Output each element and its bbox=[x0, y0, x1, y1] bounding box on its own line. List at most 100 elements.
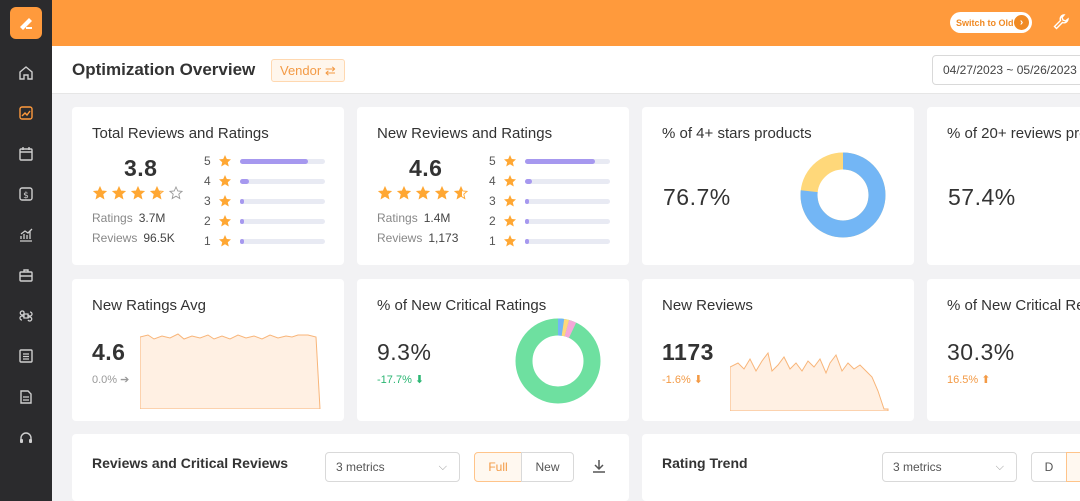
ratings-stat: Ratings 1.4M bbox=[377, 211, 450, 225]
new-critical-reviews-value: 30.3% bbox=[947, 339, 1015, 365]
top-bar: Switch to Old › bbox=[52, 0, 1080, 46]
four-star-value: 76.7% bbox=[663, 184, 731, 210]
date-range-picker[interactable]: 04/27/2023 ~ 05/26/2023 bbox=[932, 55, 1080, 85]
rating-bar-fill bbox=[240, 218, 244, 224]
rating-distribution: 5 4 3 2 1 bbox=[204, 151, 325, 251]
rating-bar-fill bbox=[240, 198, 244, 204]
document-icon[interactable] bbox=[16, 387, 36, 407]
trend-chart-icon[interactable] bbox=[16, 225, 36, 245]
ratings-label: Ratings bbox=[377, 211, 418, 225]
rating-row: 2 bbox=[489, 211, 610, 231]
star-icon bbox=[219, 155, 231, 167]
day-toggle-button[interactable]: D bbox=[1031, 452, 1067, 482]
star-icon bbox=[169, 186, 183, 200]
switch-to-old-label: Switch to Old bbox=[956, 17, 1014, 28]
rating-bar-track bbox=[240, 178, 325, 184]
chevron-down-icon: ⌵ bbox=[995, 461, 1004, 473]
rating-row-star-number: 3 bbox=[489, 194, 496, 208]
star-icon bbox=[219, 235, 231, 247]
command-icon[interactable] bbox=[16, 306, 36, 326]
panel-title: Rating Trend bbox=[662, 455, 748, 471]
donut-segment-blue bbox=[515, 318, 601, 404]
rating-bar-fill bbox=[240, 178, 249, 184]
new-ratings-avg-value: 4.6 bbox=[92, 339, 126, 365]
star-icon bbox=[219, 175, 231, 187]
list-icon[interactable] bbox=[16, 346, 36, 366]
reviews-value: 96.5K bbox=[143, 231, 175, 245]
rating-row: 1 bbox=[204, 231, 325, 251]
twenty-reviews-card: % of 20+ reviews products 57.4% bbox=[927, 107, 1080, 265]
new-ratings-avg-card: New Ratings Avg 4.6 0.0% ➔ bbox=[72, 279, 344, 421]
svg-text:$: $ bbox=[23, 191, 29, 201]
star-icon bbox=[504, 235, 516, 247]
metrics-select[interactable]: 3 metrics ⌵ bbox=[882, 452, 1017, 482]
rating-bar-track bbox=[525, 158, 610, 164]
arrow-right-icon: › bbox=[1014, 15, 1029, 30]
app-logo[interactable] bbox=[10, 7, 42, 39]
card-title: Total Reviews and Ratings bbox=[92, 125, 269, 142]
rating-row-star-number: 2 bbox=[204, 214, 211, 228]
rating-bar-track bbox=[525, 178, 610, 184]
reviews-stat: Reviews 96.5K bbox=[92, 231, 175, 245]
ratings-value: 1.4M bbox=[423, 211, 451, 225]
star-icon bbox=[93, 186, 107, 200]
card-title: New Reviews bbox=[662, 297, 753, 314]
star-icon bbox=[112, 186, 126, 200]
delta-indicator: -1.6% ⬇ bbox=[662, 374, 704, 386]
new-critical-ratings-value: 9.3% bbox=[377, 339, 432, 365]
rating-row: 3 bbox=[204, 191, 325, 211]
calendar-search-icon[interactable] bbox=[16, 144, 36, 164]
ratings-stat: Ratings 3.7M bbox=[92, 211, 165, 225]
rating-row-star-number: 4 bbox=[204, 174, 211, 188]
full-toggle-button[interactable]: Full bbox=[474, 452, 522, 482]
donut-main-segment bbox=[800, 152, 886, 238]
rating-row: 4 bbox=[204, 171, 325, 191]
optimization-icon[interactable] bbox=[16, 103, 36, 123]
wrench-icon[interactable] bbox=[1052, 13, 1070, 31]
rating-bar-fill bbox=[525, 198, 529, 204]
headset-icon[interactable] bbox=[16, 428, 36, 448]
rating-trend-panel: Rating Trend 3 metrics ⌵ D bbox=[642, 434, 1080, 501]
rating-row-star-number: 3 bbox=[204, 194, 211, 208]
reviews-stat: Reviews 1,173 bbox=[377, 231, 458, 245]
dollar-icon[interactable]: $ bbox=[16, 184, 36, 204]
logo-icon bbox=[20, 18, 32, 30]
card-title: % of New Critical Reviews bbox=[947, 297, 1080, 314]
vendor-toggle[interactable]: Vendor ⇄ bbox=[271, 59, 345, 82]
switch-to-old-button[interactable]: Switch to Old › bbox=[950, 12, 1032, 33]
rating-row-star-number: 1 bbox=[489, 234, 496, 248]
sparkline-area bbox=[140, 333, 321, 409]
new-reviews-sparkline bbox=[730, 351, 889, 411]
rating-bar-track bbox=[240, 158, 325, 164]
star-icon bbox=[378, 186, 392, 200]
star-icon bbox=[397, 186, 411, 200]
new-critical-reviews-card: % of New Critical Reviews 30.3% 16.5% ⬆ bbox=[927, 279, 1080, 421]
download-icon[interactable] bbox=[591, 458, 607, 474]
star-icon bbox=[150, 186, 164, 200]
rating-row: 1 bbox=[489, 231, 610, 251]
reviews-label: Reviews bbox=[377, 231, 423, 245]
rating-row: 2 bbox=[204, 211, 325, 231]
ratings-label: Ratings bbox=[92, 211, 133, 225]
period-toggle-button[interactable] bbox=[1066, 452, 1080, 482]
new-toggle-button[interactable]: New bbox=[521, 452, 574, 482]
rating-bar-track bbox=[525, 238, 610, 244]
briefcase-icon[interactable] bbox=[16, 265, 36, 285]
critical-ratings-donut-chart bbox=[515, 318, 601, 404]
reviews-value: 1,173 bbox=[428, 231, 459, 245]
rating-bar-track bbox=[525, 218, 610, 224]
star-rating bbox=[378, 186, 468, 200]
new-critical-ratings-card: % of New Critical Ratings 9.3% -17.7% ⬇ bbox=[357, 279, 629, 421]
home-icon[interactable] bbox=[16, 63, 36, 83]
new-reviews-ratings-card: New Reviews and Ratings 4.6 Ratings 1.4M … bbox=[357, 107, 629, 265]
metrics-select[interactable]: 3 metrics ⌵ bbox=[325, 452, 460, 482]
four-star-products-card: % of 4+ stars products 76.7% bbox=[642, 107, 914, 265]
star-icon bbox=[504, 155, 516, 167]
panel-title: Reviews and Critical Reviews bbox=[92, 455, 289, 471]
star-rating bbox=[93, 186, 183, 200]
new-reviews-card: New Reviews 1173 -1.6% ⬇ bbox=[642, 279, 914, 421]
reviews-label: Reviews bbox=[92, 231, 138, 245]
star-icon bbox=[219, 195, 231, 207]
page-title: Optimization Overview bbox=[72, 60, 256, 79]
card-title: % of 4+ stars products bbox=[662, 125, 812, 142]
